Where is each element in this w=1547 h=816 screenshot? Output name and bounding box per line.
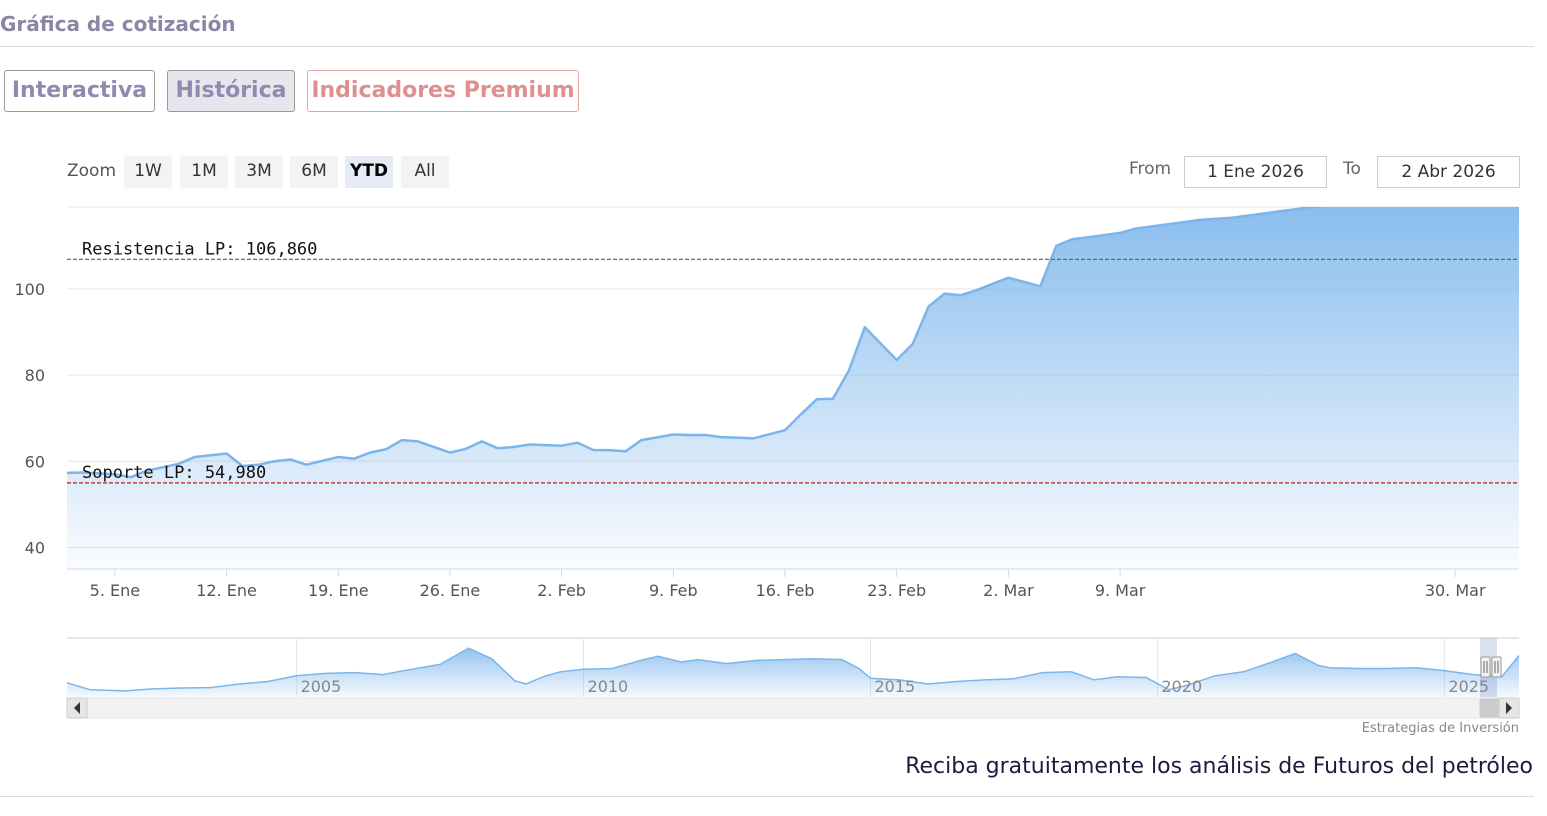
navigator-handle-left[interactable]	[1480, 656, 1491, 678]
scrollbar-track[interactable]	[66, 697, 1520, 719]
y-tick-label: 100	[14, 280, 45, 299]
navigator-line	[66, 647, 1520, 692]
arrow-right-icon	[1506, 702, 1512, 714]
tab-historica[interactable]: Histórica	[167, 70, 295, 112]
from-date-input[interactable]: 1 Ene 2026	[1184, 156, 1327, 188]
tab-interactiva[interactable]: Interactiva	[4, 70, 155, 112]
top-divider	[0, 46, 1534, 47]
zoom-button-1w[interactable]: 1W	[124, 156, 172, 188]
x-tick-label: 2. Mar	[983, 581, 1034, 600]
from-label: From	[1129, 159, 1172, 179]
navigator-handle-right[interactable]	[1491, 656, 1502, 678]
x-tick-label: 19. Ene	[308, 581, 369, 600]
zoom-label: Zoom	[67, 161, 117, 181]
zoom-button-all[interactable]: All	[401, 156, 449, 188]
bottom-divider	[0, 796, 1534, 797]
zoom-button-6m[interactable]: 6M	[290, 156, 338, 188]
zoom-button-ytd[interactable]: YTD	[345, 156, 393, 188]
x-tick-label: 9. Feb	[649, 581, 698, 600]
scrollbar-thumb[interactable]	[1479, 698, 1499, 718]
navigator-year-label: 2015	[874, 677, 915, 696]
series-line	[67, 207, 1330, 479]
navigator-year-label: 2025	[1448, 677, 1489, 696]
navigator-year-label: 2005	[301, 677, 342, 696]
zoom-button-3m[interactable]: 3M	[235, 156, 283, 188]
x-tick-label: 9. Mar	[1095, 581, 1146, 600]
arrow-left-icon	[74, 702, 80, 714]
y-tick-label: 60	[25, 452, 45, 471]
x-tick-label: 12. Ene	[196, 581, 257, 600]
tab-indicadores-premium[interactable]: Indicadores Premium	[307, 70, 579, 112]
navigator-area	[67, 648, 1519, 697]
x-tick-label: 30. Mar	[1425, 581, 1486, 600]
y-tick-label: 40	[25, 538, 45, 557]
chart-credit[interactable]: Estrategias de Inversión	[1361, 721, 1519, 736]
to-label: To	[1343, 159, 1361, 179]
navigator-year-label: 2010	[588, 677, 629, 696]
x-tick-label: 2. Feb	[537, 581, 586, 600]
navigator-year-label: 2020	[1161, 677, 1202, 696]
x-tick-label: 23. Feb	[867, 581, 926, 600]
x-tick-label: 5. Ene	[90, 581, 140, 600]
section-title: Gráfica de cotización	[0, 12, 236, 36]
series-area	[67, 207, 1519, 569]
newsletter-link[interactable]: Reciba gratuitamente los análisis de Fut…	[905, 754, 1533, 779]
zoom-button-1m[interactable]: 1M	[180, 156, 228, 188]
resistance-label: Resistencia LP: 106,860	[82, 239, 317, 259]
x-tick-label: 26. Ene	[420, 581, 481, 600]
support-label: Soporte LP: 54,980	[82, 463, 266, 483]
y-tick-label: 80	[25, 366, 45, 385]
x-tick-label: 16. Feb	[756, 581, 815, 600]
to-date-input[interactable]: 2 Abr 2026	[1377, 156, 1520, 188]
